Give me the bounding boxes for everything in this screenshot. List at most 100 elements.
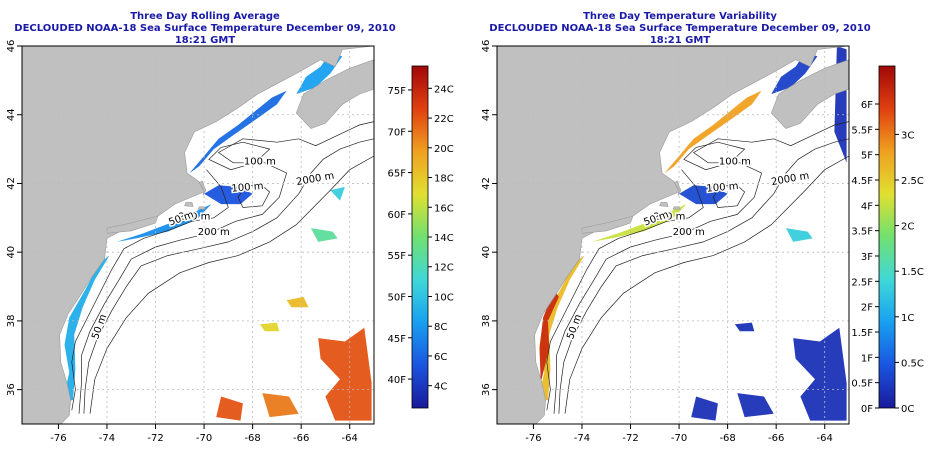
- colorbar-celsius-label: 2C: [901, 222, 914, 233]
- colorbar-fahrenheit-label: 4.5F: [851, 176, 873, 187]
- data-patch: [737, 393, 774, 418]
- isobath-line: [78, 121, 374, 414]
- land-polygon: [770, 59, 849, 129]
- colorbar-celsius-label: 2.5C: [901, 176, 924, 187]
- colorbar-celsius-label: 1C: [901, 313, 914, 324]
- y-tick-label: 42: [481, 177, 492, 190]
- colorbar-celsius-label: 14C: [434, 233, 454, 244]
- data-patch: [259, 322, 280, 332]
- data-patch: [537, 255, 585, 404]
- land-polygon: [22, 46, 374, 424]
- x-tick-label: -64: [342, 433, 358, 444]
- x-tick-label: -72: [147, 433, 163, 444]
- isobath-line: [564, 155, 849, 414]
- y-tick-label: 46: [481, 40, 492, 53]
- colorbar-fahrenheit-label: 4F: [861, 201, 873, 212]
- colorbar-celsius-label: 8C: [434, 322, 447, 333]
- x-tick-label: -68: [719, 433, 735, 444]
- colorbar-celsius-label: 0.5C: [901, 358, 924, 369]
- land-polygon: [184, 202, 194, 207]
- colorbar-fahrenheit-label: 2F: [861, 303, 873, 314]
- isobath-label: 100 m: [719, 157, 751, 168]
- x-tick-label: -76: [50, 433, 66, 444]
- colorbar: 4C 6C 8C 10C 12C 14C 16C 18C 20C 22C 24C 40F 45F 50F 5…: [388, 65, 454, 409]
- x-tick-label: -66: [768, 433, 784, 444]
- data-patch: [318, 327, 372, 421]
- isobath-line: [546, 169, 704, 411]
- colorbar-fahrenheit-label: 3.5F: [851, 227, 873, 238]
- colorbar-fahrenheit-label: 5F: [861, 151, 873, 162]
- data-patch: [286, 296, 309, 308]
- isobath-line: [71, 169, 229, 411]
- y-tick-label: 40: [6, 246, 17, 259]
- colorbar-celsius-label: 4C: [434, 382, 447, 393]
- data-patch: [189, 90, 287, 174]
- colorbar-fahrenheit-label: 2.5F: [851, 277, 873, 288]
- isobath-line: [237, 183, 271, 208]
- colorbar-celsius-label: 0C: [901, 404, 914, 415]
- x-tick-label: -66: [293, 433, 309, 444]
- data-patch: [310, 228, 338, 242]
- colorbar-gradient: [411, 65, 429, 409]
- y-tick-label: 38: [6, 315, 17, 328]
- sst-average-panel: Three Day Rolling Average DECLOUDED NOAA…: [6, 11, 454, 444]
- y-tick-label: 38: [481, 315, 492, 328]
- colorbar-fahrenheit-label: 55F: [388, 251, 407, 262]
- colorbar-fahrenheit-label: 60F: [388, 210, 407, 221]
- colorbar-fahrenheit-label: 50F: [388, 292, 407, 303]
- map-frame: [21, 45, 375, 425]
- x-tick-label: -72: [622, 433, 638, 444]
- colorbar-celsius-label: 3C: [901, 130, 914, 141]
- isobath-label: 200 m: [673, 227, 705, 238]
- data-patch: [679, 185, 728, 205]
- y-tick-label: 46: [6, 40, 17, 53]
- y-tick-label: 36: [481, 383, 492, 396]
- data-patch: [664, 90, 762, 174]
- isobath-label: 200 m: [653, 212, 685, 223]
- colorbar: 0C 0.5C 1C 1.5C 2C 2.5C 3C 0F 0.5F 1F 1.5F 2F 2.5F 3F…: [851, 65, 924, 415]
- isobath-label: 200 m: [198, 227, 230, 238]
- colorbar-fahrenheit-label: 45F: [388, 334, 407, 345]
- map-frame: [496, 45, 850, 425]
- isobath-line: [83, 138, 374, 414]
- colorbar-fahrenheit-label: 5.5F: [851, 125, 873, 136]
- y-tick-label: 44: [6, 108, 17, 121]
- data-patch: [539, 290, 559, 383]
- colorbar-celsius-label: 20C: [434, 144, 454, 155]
- isobath-label: 200 m: [178, 212, 210, 223]
- colorbar-fahrenheit-label: 1F: [861, 353, 873, 364]
- panel-subtitle: DECLOUDED NOAA-18 Sea Surface Temperatur…: [14, 23, 396, 46]
- x-tick-label: -68: [244, 433, 260, 444]
- isobath-label: 100 m: [706, 181, 739, 195]
- isobath-label: 100 m: [244, 157, 276, 168]
- y-tick-label: 36: [6, 383, 17, 396]
- land-polygon: [497, 46, 849, 424]
- colorbar-fahrenheit-label: 70F: [388, 127, 407, 138]
- y-tick-label: 44: [481, 108, 492, 121]
- colorbar-celsius-label: 12C: [434, 263, 454, 274]
- colorbar-fahrenheit-label: 0.5F: [851, 379, 873, 390]
- colorbar-celsius-label: 10C: [434, 292, 454, 303]
- x-tick-label: -70: [196, 433, 212, 444]
- data-patch: [330, 186, 345, 201]
- isobath-label: 100 m: [231, 181, 264, 195]
- x-tick-label: -74: [99, 433, 115, 444]
- colorbar-celsius-label: 1.5C: [901, 267, 924, 278]
- colorbar-fahrenheit-label: 1.5F: [851, 328, 873, 339]
- data-patch: [204, 185, 253, 205]
- x-tick-label: -76: [525, 433, 541, 444]
- x-tick-label: -74: [574, 433, 590, 444]
- data-patch: [691, 396, 718, 421]
- colorbar-fahrenheit-label: 75F: [388, 86, 407, 97]
- isobath-line: [553, 121, 849, 414]
- isobath-line: [208, 141, 271, 171]
- land-polygon: [581, 215, 634, 234]
- colorbar-celsius-label: 6C: [434, 352, 447, 363]
- x-tick-label: -70: [671, 433, 687, 444]
- colorbar-celsius-label: 16C: [434, 203, 454, 214]
